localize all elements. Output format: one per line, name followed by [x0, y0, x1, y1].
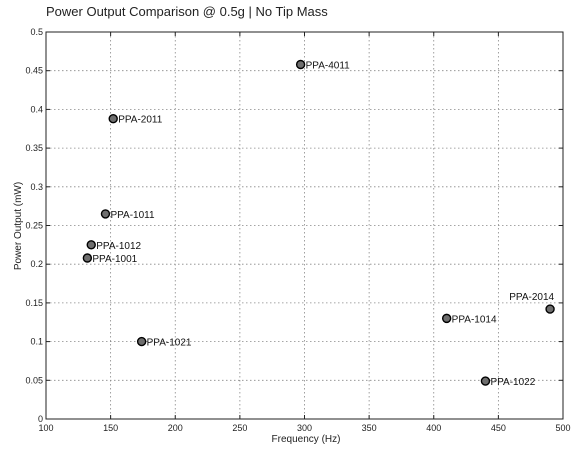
data-point-label: PPA-2014 [509, 292, 554, 303]
tick-layer: 100 150 200 250 300 350 400 450 500 0 0.05 0.1 0.15 0… [25, 27, 570, 433]
data-point-label: PPA-2011 [118, 115, 163, 126]
data-point [136, 336, 147, 347]
x-tick-label: 350 [362, 423, 377, 433]
data-point [108, 113, 118, 124]
data-point-label: PPA-1022 [490, 377, 535, 388]
y-tick-label: 0.35 [25, 143, 43, 153]
x-tick-label: 400 [426, 423, 441, 433]
data-point-label: PPA-1012 [96, 241, 141, 252]
grid-layer [46, 32, 563, 419]
y-tick-label: 0.2 [30, 259, 43, 269]
y-tick-label: 0.4 [30, 104, 43, 114]
data-point-label: PPA-1011 [110, 210, 155, 221]
y-tick-label: 0 [38, 414, 43, 424]
y-tick-label: 0.05 [25, 375, 43, 385]
data-point [82, 253, 93, 263]
point-layer: PPA-4011 PPA-2011 PPA-1011 PPA-1012 PPA-1001… [82, 59, 555, 388]
y-tick-label: 0.15 [25, 298, 43, 308]
chart-title: Power Output Comparison @ 0.5g | No Tip … [46, 4, 328, 19]
x-tick-label: 250 [232, 423, 247, 433]
x-tick-label: 300 [297, 423, 312, 433]
y-tick-label: 0.3 [30, 182, 43, 192]
y-tick-label: 0.1 [30, 337, 43, 347]
x-axis-label: Frequency (Hz) [272, 434, 341, 445]
data-point-label: PPA-1001 [92, 254, 137, 265]
y-axis-label: Power Output (mW) [13, 182, 24, 270]
y-tick-label: 0.5 [30, 27, 43, 37]
x-tick-label: 100 [38, 423, 53, 433]
data-point-label: PPA-4011 [306, 61, 351, 72]
data-point-label: PPA-1014 [452, 314, 497, 325]
x-tick-label: 450 [491, 423, 506, 433]
data-point-label: PPA-1021 [147, 338, 192, 349]
data-point [441, 313, 452, 324]
y-tick-label: 0.45 [25, 66, 43, 76]
data-point [480, 376, 491, 386]
x-tick-label: 200 [168, 423, 183, 433]
y-tick-label: 0.25 [25, 221, 43, 231]
data-point [295, 59, 306, 70]
data-point [545, 304, 555, 314]
data-point [86, 240, 96, 250]
data-point [100, 209, 111, 219]
x-tick-label: 500 [555, 423, 570, 433]
x-tick-label: 150 [103, 423, 118, 433]
